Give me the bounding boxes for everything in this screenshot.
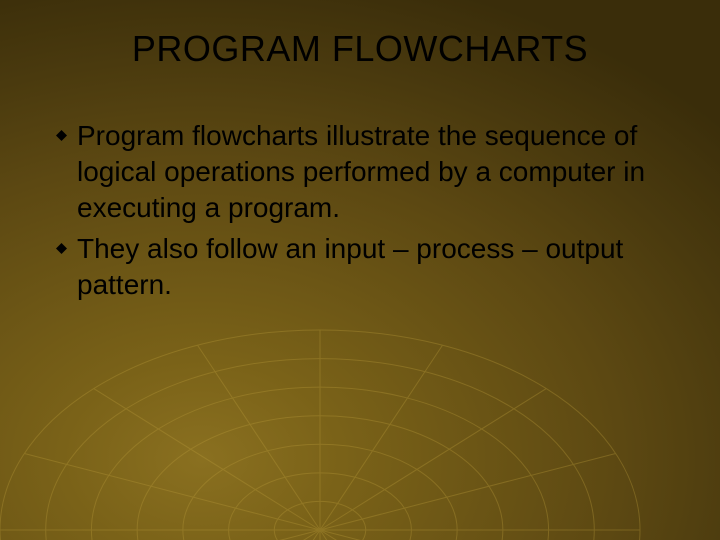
bullet-item: Program flowcharts illustrate the sequen… [56, 118, 696, 225]
bullet-item: They also follow an input – process – ou… [56, 231, 696, 303]
bullet-list: Program flowcharts illustrate the sequen… [56, 118, 696, 309]
bullet-text: Program flowcharts illustrate the sequen… [77, 118, 696, 225]
slide: PROGRAM FLOWCHARTS Program flowcharts il… [0, 0, 720, 540]
diamond-bullet-icon [56, 243, 67, 254]
slide-title: PROGRAM FLOWCHARTS [0, 28, 720, 70]
bullet-text: They also follow an input – process – ou… [77, 231, 696, 303]
diamond-bullet-icon [56, 130, 67, 141]
